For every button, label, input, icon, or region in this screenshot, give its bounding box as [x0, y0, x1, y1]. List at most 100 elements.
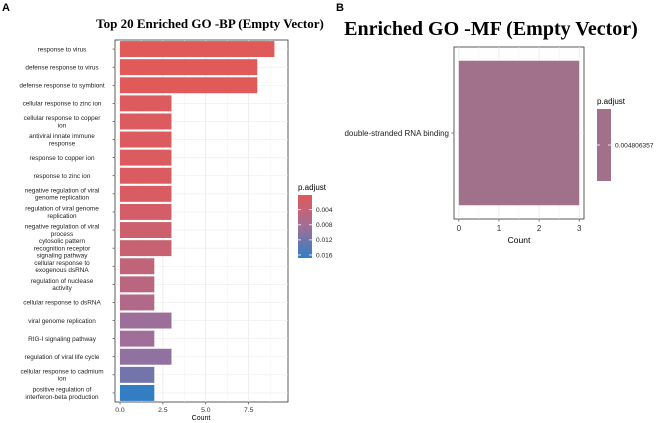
chart-a-category-label: cellular response to copper ion [24, 115, 102, 129]
chart-a-category-label-line: ion [58, 122, 67, 129]
chart-a-x-tick-label: 2.5 [158, 407, 168, 414]
chart-a-category-label: negative regulation of viral genome repli… [25, 187, 100, 201]
chart-b-bar [458, 60, 580, 206]
chart-a-category-label-line: RIG-I signaling pathway [28, 336, 97, 343]
chart-a-x-tick-label: 5.0 [201, 407, 211, 414]
chart-a-category-label: regulation of viral genome replication [25, 206, 99, 220]
chart-a-category-label-line: signaling pathway [37, 253, 89, 260]
chart-a-category-label-line: regulation of nuclease [31, 278, 94, 285]
chart-b-legend: p.adjust 0.004806357 [597, 97, 654, 181]
chart-a-category-label-line: process [51, 231, 73, 238]
chart-a-x-tick-label: 0.0 [115, 407, 125, 414]
chart-a-bar [120, 149, 172, 166]
chart-a-bar [120, 95, 172, 112]
chart-a-category-label-line: replication [47, 213, 77, 220]
chart-a-x-axis-title: Count [192, 415, 211, 422]
chart-b-bars [458, 60, 580, 206]
chart-a-category-label-line: cellular response to zinc ion [23, 101, 102, 108]
chart-a-category-label-line: response to virus [38, 46, 87, 53]
chart-a-category-label-line: genome replication [35, 195, 89, 202]
chart-a-category-label: response to copper ion [29, 155, 94, 162]
chart-a-category-label-line: recognition receptor [34, 245, 91, 252]
chart-a-category-label: cellular response to cadmium ion [20, 368, 103, 382]
chart-b-x-axis-title: Count [508, 235, 531, 245]
chart-a-category-label: cellular response to exogenous dsRNA [34, 260, 90, 274]
chart-a-category-label-line: defense response to virus [25, 64, 98, 71]
chart-a-category-label-line: activity [52, 285, 72, 292]
chart-a-bar [120, 330, 155, 347]
chart-a-bar [120, 366, 155, 383]
chart-b-title: Enriched GO -MF (Empty Vector) [344, 18, 638, 40]
chart-a-category-label-line: response to copper ion [29, 155, 94, 162]
chart-a-bar [120, 222, 172, 239]
chart-a-category-label-line: positive regulation of [33, 387, 92, 394]
chart-a-bar [120, 203, 172, 220]
chart-a-category-label-line: response to zinc ion [34, 173, 91, 180]
chart-a-bar [120, 185, 172, 202]
chart-a-bar [120, 240, 172, 257]
chart-a-plot-area [114, 39, 289, 403]
chart-b-legend-tick-label: 0.004806357 [615, 143, 654, 150]
chart-b-x-tick-label: 3 [577, 224, 582, 233]
chart-a-legend: p.adjust 0.004 0.008 0.012 0.016 [298, 183, 333, 259]
chart-a-bar [120, 113, 172, 130]
chart-a-category-label: regulation of nuclease activity [31, 278, 94, 292]
panel-b-letter: B [336, 2, 344, 14]
chart-b-category-label: double-stranded RNA binding [344, 129, 449, 138]
panel-a-bp-chart: Top 20 Enriched GO -BP (Empty Vector) re… [19, 16, 332, 422]
chart-a-category-label-line: negative regulation of viral [25, 224, 100, 231]
chart-a-category-label-line: cellular response to cadmium [20, 368, 103, 375]
chart-b-legend-colorbar [597, 109, 611, 181]
chart-a-x-tick-label: 7.5 [244, 407, 254, 414]
chart-a-category-label-line: exogenous dsRNA [35, 267, 89, 274]
chart-a-category-label-line: cytosolic pattern [39, 238, 86, 245]
chart-a-category-label: response to zinc ion [34, 173, 91, 180]
chart-a-category-label-line: negative regulation of viral [25, 187, 100, 194]
chart-a-category-label: regulation of viral life cycle [25, 354, 100, 361]
chart-a-legend-colorbar [298, 195, 312, 258]
chart-a-category-label-line: cellular response to dsRNA [23, 300, 101, 307]
chart-a-bar [120, 384, 155, 401]
chart-b-x-ticks: 0 1 2 3 [457, 219, 582, 233]
chart-a-category-label-line: ion [58, 376, 67, 383]
chart-b-category-labels: double-stranded RNA binding [344, 129, 454, 138]
chart-a-bars [120, 41, 275, 401]
chart-a-x-ticks: 0.0 2.5 5.0 7.5 [115, 402, 254, 414]
chart-a-legend-title: p.adjust [298, 183, 327, 192]
chart-a-category-label: defense response to symbiont [19, 82, 104, 89]
chart-a-category-label-line: viral genome replication [28, 318, 96, 325]
chart-a-category-labels: response to virus defense response to vir… [19, 46, 115, 401]
chart-a-category-label-line: regulation of viral genome [25, 206, 99, 213]
chart-a-bar [120, 59, 258, 76]
chart-b-x-tick-label: 0 [457, 224, 462, 233]
chart-a-category-label: negative regulation of viral process [25, 224, 100, 238]
panel-b-mf-chart: Enriched GO -MF (Empty Vector) double-st… [344, 18, 654, 245]
chart-a-category-label-line: interferon-beta production [25, 394, 99, 401]
chart-b-x-tick-label: 1 [497, 224, 502, 233]
chart-a-category-label: antiviral innate immune response [29, 133, 95, 147]
panel-a-letter: A [2, 2, 10, 14]
chart-a-category-label: RIG-I signaling pathway [28, 336, 97, 343]
chart-a-category-label: defense response to virus [25, 64, 98, 71]
chart-a-bar [120, 276, 155, 293]
chart-a-category-label: response to virus [38, 46, 87, 53]
chart-a-category-label: cellular response to dsRNA [23, 300, 101, 307]
chart-a-legend-tick-label: 0.012 [316, 237, 333, 244]
chart-a-bar [120, 41, 275, 58]
chart-a-legend-tick-label: 0.016 [316, 252, 333, 259]
chart-a-category-label: cellular response to zinc ion [23, 101, 102, 108]
chart-a-bar [120, 294, 155, 311]
chart-a-title: Top 20 Enriched GO -BP (Empty Vector) [96, 16, 324, 31]
chart-b-x-tick-label: 2 [537, 224, 542, 233]
chart-a-category-label-line: defense response to symbiont [19, 82, 104, 89]
chart-a-category-label: viral genome replication [28, 318, 96, 325]
chart-a-category-label: cytosolic pattern recognition receptor sig… [34, 238, 91, 259]
chart-a-bar [120, 77, 258, 94]
chart-a-bar [120, 167, 172, 184]
chart-a-legend-tick-label: 0.004 [316, 207, 333, 214]
chart-a-legend-tick-label: 0.008 [316, 222, 333, 229]
chart-a-bar [120, 258, 155, 275]
chart-a-category-label-line: cellular response to copper [24, 115, 102, 122]
chart-a-legend-ticks: 0.004 0.008 0.012 0.016 [298, 207, 333, 259]
